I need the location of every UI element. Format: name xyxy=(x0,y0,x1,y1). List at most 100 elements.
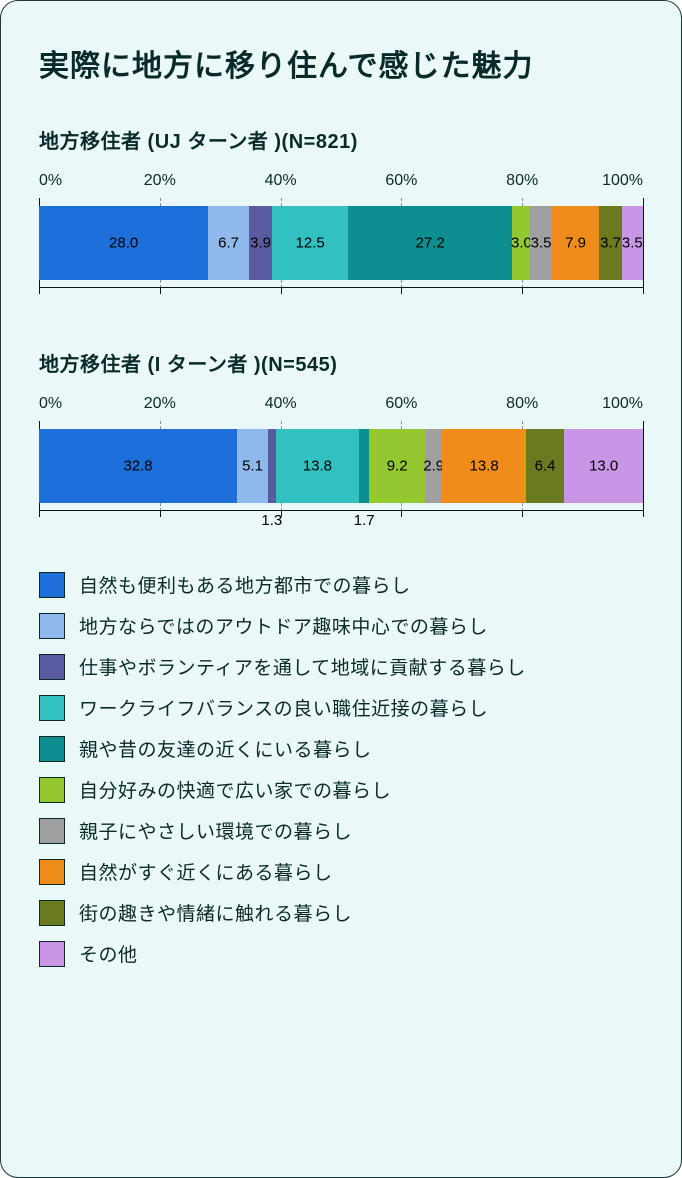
segment-label: 3.7 xyxy=(600,235,621,252)
axis-tick-label: 80% xyxy=(506,172,538,190)
segment-label: 5.1 xyxy=(242,458,263,475)
legend-item: 親子にやさしい環境での暮らし xyxy=(39,817,643,844)
tick-mark xyxy=(281,288,282,294)
legend-item: 自分好みの快適で広い家での暮らし xyxy=(39,776,643,803)
bar-segment: 2.9 xyxy=(425,429,443,503)
segment-label: 7.9 xyxy=(565,235,586,252)
axis-tick-label: 20% xyxy=(144,172,176,190)
chart-subtitle: 地方移住者 (I ターン者 )(N=545) xyxy=(39,348,643,377)
chart-title: 実際に地方に移り住んで感じた魅力 xyxy=(39,41,643,85)
legend-item: 自然がすぐ近くにある暮らし xyxy=(39,858,643,885)
segment-label: 3.5 xyxy=(531,235,552,252)
bar-segment: 13.8 xyxy=(442,429,525,503)
bar-segment: 1.3 xyxy=(268,429,276,503)
bar-area: 28.06.73.912.527.23.03.57.93.73.5 xyxy=(39,198,643,288)
bar-segment: 32.8 xyxy=(39,429,237,503)
bar-segment: 1.7 xyxy=(359,429,369,503)
axis-tick-label: 0% xyxy=(39,395,62,413)
axis-tick-label: 60% xyxy=(385,395,417,413)
bar-segment: 3.7 xyxy=(599,206,621,280)
bar-segment: 9.2 xyxy=(369,429,425,503)
legend-label: その他 xyxy=(79,940,138,967)
legend-swatch xyxy=(39,654,65,680)
legend-label: 街の趣きや情緒に触れる暮らし xyxy=(79,899,352,926)
tick-mark xyxy=(643,288,644,294)
bar-segment: 13.0 xyxy=(564,429,643,503)
legend-item: 仕事やボランティアを通して地域に貢献する暮らし xyxy=(39,653,643,680)
gridline xyxy=(643,198,644,288)
segment-label: 3.5 xyxy=(622,235,643,252)
segment-label: 3.9 xyxy=(250,235,271,252)
segment-label: 13.8 xyxy=(470,458,499,475)
stacked-bar: 28.06.73.912.527.23.03.57.93.73.5 xyxy=(39,206,643,280)
bar-segment: 27.2 xyxy=(348,206,512,280)
legend-swatch xyxy=(39,941,65,967)
chart-card: 実際に地方に移り住んで感じた魅力 地方移住者 (UJ ターン者 )(N=821)… xyxy=(0,0,682,1178)
tick-mark xyxy=(39,511,40,517)
legend-swatch xyxy=(39,859,65,885)
axis-tick-label: 60% xyxy=(385,172,417,190)
legend-label: 親や昔の友達の近くにいる暮らし xyxy=(79,735,372,762)
segment-label: 12.5 xyxy=(296,235,325,252)
legend-swatch xyxy=(39,777,65,803)
axis-tick-label: 100% xyxy=(602,172,643,190)
bar-segment: 13.8 xyxy=(276,429,359,503)
bar-segment: 3.5 xyxy=(622,206,643,280)
charts-container: 地方移住者 (UJ ターン者 )(N=821)0%20%40%60%80%100… xyxy=(39,125,643,511)
bar-segment: 6.4 xyxy=(526,429,565,503)
segment-label: 9.2 xyxy=(387,458,408,475)
tick-mark xyxy=(522,511,523,517)
axis-tick-label: 40% xyxy=(265,395,297,413)
bar-segment: 7.9 xyxy=(552,206,600,280)
bar-segment: 6.7 xyxy=(208,206,249,280)
legend-item: 地方ならではのアウトドア趣味中心での暮らし xyxy=(39,612,643,639)
legend-item: 自然も便利もある地方都市での暮らし xyxy=(39,571,643,598)
legend-label: 親子にやさしい環境での暮らし xyxy=(79,817,352,844)
legend-item: ワークライフバランスの良い職住近接の暮らし xyxy=(39,694,643,721)
bar-segment: 3.5 xyxy=(530,206,551,280)
segment-label: 2.9 xyxy=(423,458,444,475)
tick-mark xyxy=(401,511,402,517)
legend-label: ワークライフバランスの良い職住近接の暮らし xyxy=(79,694,488,721)
segment-label: 6.7 xyxy=(218,235,239,252)
legend: 自然も便利もある地方都市での暮らし地方ならではのアウトドア趣味中心での暮らし仕事… xyxy=(39,571,643,967)
axis-tick-label: 40% xyxy=(265,172,297,190)
tick-mark xyxy=(39,288,40,294)
bar-segment: 5.1 xyxy=(237,429,268,503)
tick-mark xyxy=(160,288,161,294)
gridline xyxy=(643,421,644,511)
legend-label: 自分好みの快適で広い家での暮らし xyxy=(79,776,391,803)
legend-swatch xyxy=(39,900,65,926)
tick-mark xyxy=(522,288,523,294)
segment-label: 1.7 xyxy=(354,512,375,529)
tick-mark xyxy=(160,511,161,517)
legend-label: 自然も便利もある地方都市での暮らし xyxy=(79,571,411,598)
bar-segment: 28.0 xyxy=(39,206,208,280)
legend-label: 自然がすぐ近くにある暮らし xyxy=(79,858,333,885)
legend-swatch xyxy=(39,736,65,762)
bar-baseline xyxy=(39,287,643,288)
axis-tick-label: 100% xyxy=(602,395,643,413)
segment-label: 27.2 xyxy=(416,235,445,252)
legend-swatch xyxy=(39,695,65,721)
axis-tick-label: 80% xyxy=(506,395,538,413)
legend-swatch xyxy=(39,818,65,844)
axis-tick-label: 0% xyxy=(39,172,62,190)
segment-label: 1.3 xyxy=(261,512,282,529)
chart-block: 地方移住者 (UJ ターン者 )(N=821)0%20%40%60%80%100… xyxy=(39,125,643,288)
tick-mark xyxy=(401,288,402,294)
legend-swatch xyxy=(39,613,65,639)
bar-segment: 3.9 xyxy=(249,206,273,280)
legend-item: その他 xyxy=(39,940,643,967)
legend-item: 街の趣きや情緒に触れる暮らし xyxy=(39,899,643,926)
segment-label: 13.8 xyxy=(303,458,332,475)
segment-label: 32.8 xyxy=(123,458,152,475)
bar-baseline xyxy=(39,510,643,511)
stacked-bar: 32.8 5.1 1.3 13.8 1.7 9.2 2.9 13.8 6.4 13.0 xyxy=(39,429,643,503)
legend-label: 地方ならではのアウトドア趣味中心での暮らし xyxy=(79,612,488,639)
segment-label: 6.4 xyxy=(535,458,556,475)
legend-swatch xyxy=(39,572,65,598)
legend-label: 仕事やボランティアを通して地域に貢献する暮らし xyxy=(79,653,526,680)
bar-segment: 12.5 xyxy=(272,206,348,280)
bar-segment: 3.0 xyxy=(512,206,530,280)
